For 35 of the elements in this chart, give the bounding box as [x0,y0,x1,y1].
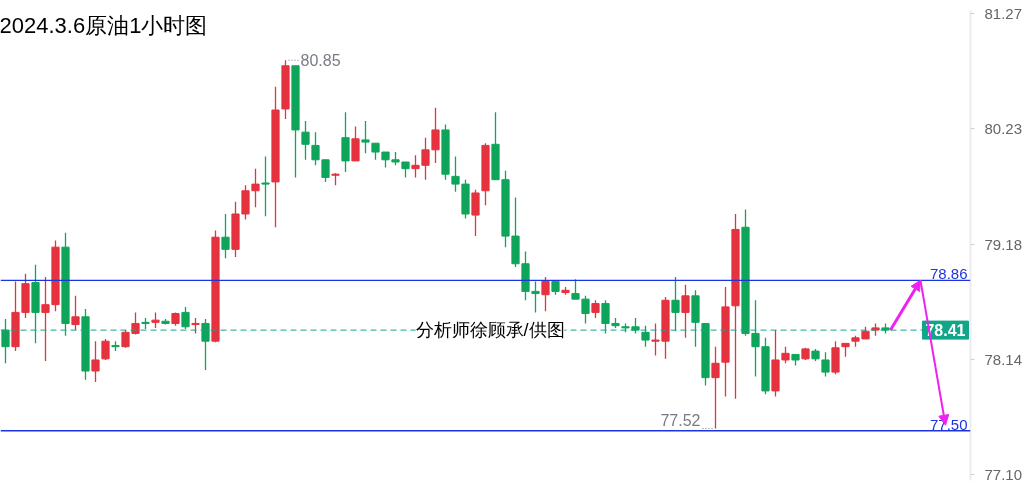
candlestick [681,284,690,339]
candlestick [221,213,230,259]
candlestick [821,351,830,378]
candlestick [431,107,440,164]
candlestick [581,295,590,325]
candlestick [261,155,270,217]
candlestick [451,155,460,193]
y-tick-label: 79.18 [984,235,1023,253]
candlestick [641,325,650,348]
candlestick [361,120,370,154]
y-tick-label: 78.14 [984,350,1023,368]
candlestick [321,159,330,183]
candlestick [181,306,190,330]
candlestick [311,131,320,166]
candlestick [471,189,480,237]
candlestick [301,120,310,161]
candlestick [351,125,360,162]
candlestick [571,278,580,300]
y-tick-label: 81.27 [984,4,1023,22]
annotation: 77.52 [660,411,701,429]
candlestick [71,295,80,331]
ref-line-label: 78.86 [929,265,968,283]
candlestick [671,276,680,332]
candlestick [341,111,350,173]
chart-title: 2024.3.6原油1小时图 [0,12,208,38]
candlestick [201,318,210,371]
y-tick-label: 77.10 [984,465,1023,483]
candlestick [1,318,10,364]
candlestick [91,340,100,383]
candlestick [541,276,550,312]
annotation: 80.85 [300,52,341,70]
annotation: 分析师徐顾承/供图 [415,320,565,341]
candlestick [711,346,720,430]
candlestick [101,338,110,361]
y-tick-label: 80.23 [984,119,1023,137]
